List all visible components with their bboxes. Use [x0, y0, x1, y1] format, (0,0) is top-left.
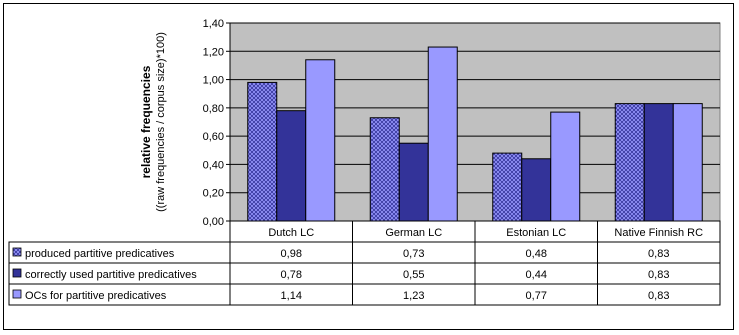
data-table-value: 0,77: [526, 290, 547, 302]
y-tick-label: 1,40: [203, 18, 224, 30]
data-table-value: 0,55: [403, 269, 424, 281]
data-table-value: 0,83: [648, 248, 669, 260]
y-tick-label: 1,20: [203, 46, 224, 58]
legend-entry: OCs for partitive predicatives: [25, 290, 167, 302]
data-table-value: 0,73: [403, 248, 424, 260]
y-tick-label: 0,00: [203, 216, 224, 228]
bar: [492, 152, 523, 222]
y-tick-label: 0,40: [203, 159, 224, 171]
bar: [672, 103, 703, 222]
data-table-value: 0,83: [648, 290, 669, 302]
bar: [305, 59, 336, 222]
bar: [614, 103, 645, 222]
legend-entry: produced partitive predicatives: [25, 248, 175, 260]
x-category-label: Estonian LC: [506, 227, 566, 239]
data-table-value: 1,14: [281, 290, 302, 302]
y-tick-label: 1,00: [203, 75, 224, 87]
legend-swatch: [12, 268, 22, 278]
legend-swatch: [12, 247, 22, 257]
data-table-value: 0,98: [281, 248, 302, 260]
data-table-value: 0,44: [526, 269, 547, 281]
x-category-label: Dutch LC: [268, 227, 314, 239]
x-category-label: German LC: [385, 227, 442, 239]
y-tick-label: 0,20: [203, 188, 224, 200]
legend-entry: correctly used partitive predicatives: [25, 269, 197, 281]
legend-swatch: [12, 289, 22, 299]
bar: [550, 111, 581, 222]
bar: [247, 81, 278, 222]
data-table-value: 1,23: [403, 290, 424, 302]
data-table-value: 0,83: [648, 269, 669, 281]
bar: [398, 142, 429, 222]
bar: [276, 110, 307, 222]
bar: [369, 117, 400, 222]
data-table-value: 0,78: [281, 269, 302, 281]
bar: [521, 158, 552, 222]
y-axis-title: relative frequencies: [139, 65, 153, 178]
data-table-value: 0,48: [526, 248, 547, 260]
bar: [427, 46, 458, 222]
y-tick-label: 0,60: [203, 131, 224, 143]
y-axis-subtitle: ((raw frequencies / corpus size)*100): [155, 32, 167, 212]
bar: [643, 103, 674, 222]
y-tick-label: 0,80: [203, 103, 224, 115]
x-category-label: Native Finnish RC: [614, 227, 703, 239]
